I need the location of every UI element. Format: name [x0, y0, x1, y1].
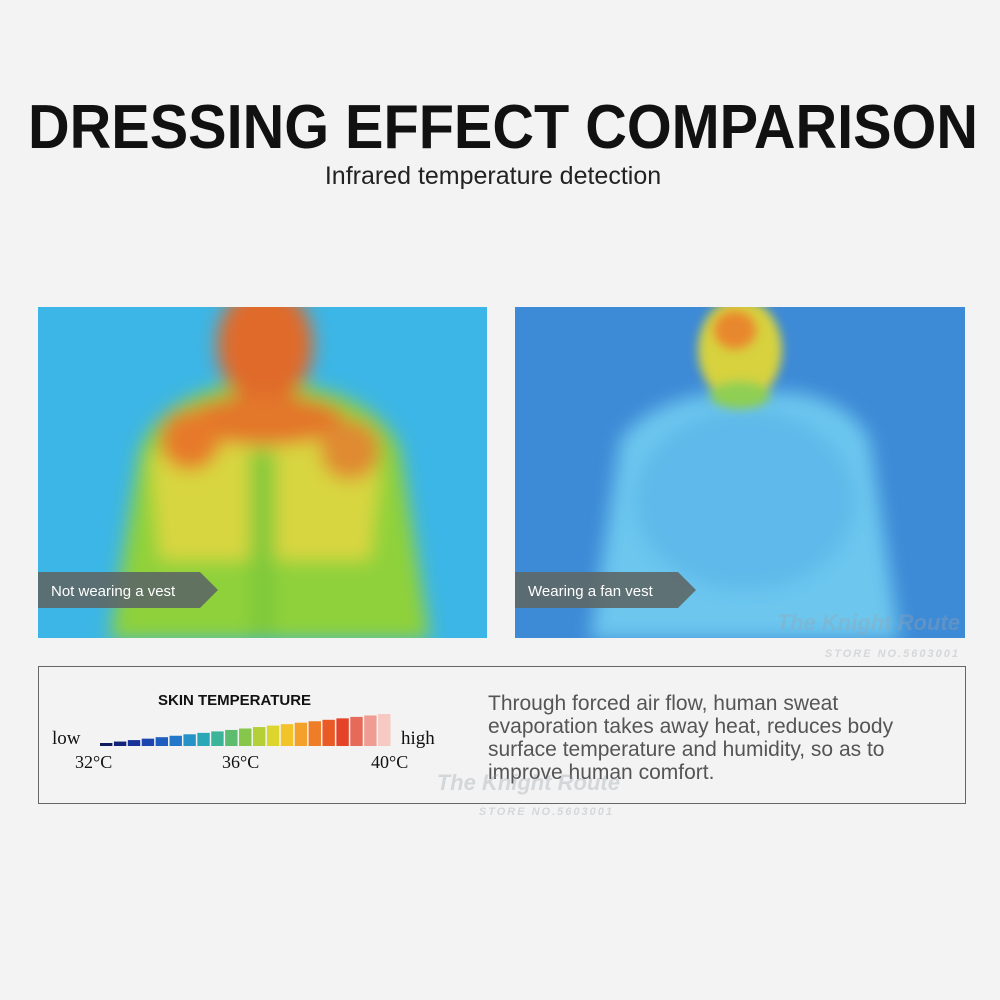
description-line: evaporation takes away heat, reduces bod…	[488, 715, 894, 738]
legend-high: high	[401, 728, 435, 749]
info-box	[38, 666, 966, 804]
panel-label-bg	[38, 572, 218, 608]
scale-block	[225, 729, 238, 746]
scale-block	[127, 740, 141, 746]
scale-block	[308, 721, 321, 746]
scale-block	[141, 738, 155, 746]
description-line: Through forced air flow, human sweat	[488, 692, 838, 715]
panel-label-bg	[515, 572, 696, 608]
scale-block	[350, 716, 363, 746]
panel-label: Not wearing a vest	[51, 583, 176, 600]
subtitle: Infrared temperature detection	[325, 162, 661, 190]
watermark-brand: The Knight Route	[777, 610, 960, 635]
scale-block	[336, 718, 349, 746]
legend-tick: 40°C	[371, 752, 408, 772]
watermark-store: STORE NO.5603001	[825, 648, 960, 660]
scale-block	[294, 722, 308, 746]
legend-tick: 36°C	[222, 752, 259, 772]
scale-block	[252, 727, 266, 746]
scale-block	[378, 714, 391, 746]
scale-block	[197, 732, 210, 746]
scale-block	[113, 741, 127, 746]
scale-block	[100, 743, 113, 746]
color-scale	[100, 714, 391, 746]
scale-block	[239, 728, 252, 746]
title: DRESSING EFFECT COMPARISON	[28, 93, 978, 162]
watermark-store: STORE NO.5603001	[479, 806, 614, 818]
legend-low: low	[52, 728, 81, 749]
scale-block	[183, 734, 196, 746]
description-line: surface temperature and humidity, so as …	[488, 738, 884, 761]
watermark-brand: The Knight Route	[437, 770, 620, 795]
scale-block	[211, 731, 224, 746]
legend-heading: SKIN TEMPERATURE	[158, 692, 311, 709]
description-line: improve human comfort.	[488, 761, 714, 784]
scale-block	[364, 715, 377, 746]
scale-block	[280, 724, 294, 746]
scale-block	[169, 735, 182, 746]
legend-tick: 32°C	[75, 752, 112, 772]
scale-block	[266, 725, 280, 746]
thermal-image-left	[38, 307, 487, 638]
scale-block	[322, 719, 335, 746]
panel-label: Wearing a fan vest	[528, 583, 654, 600]
scale-block	[155, 737, 169, 746]
